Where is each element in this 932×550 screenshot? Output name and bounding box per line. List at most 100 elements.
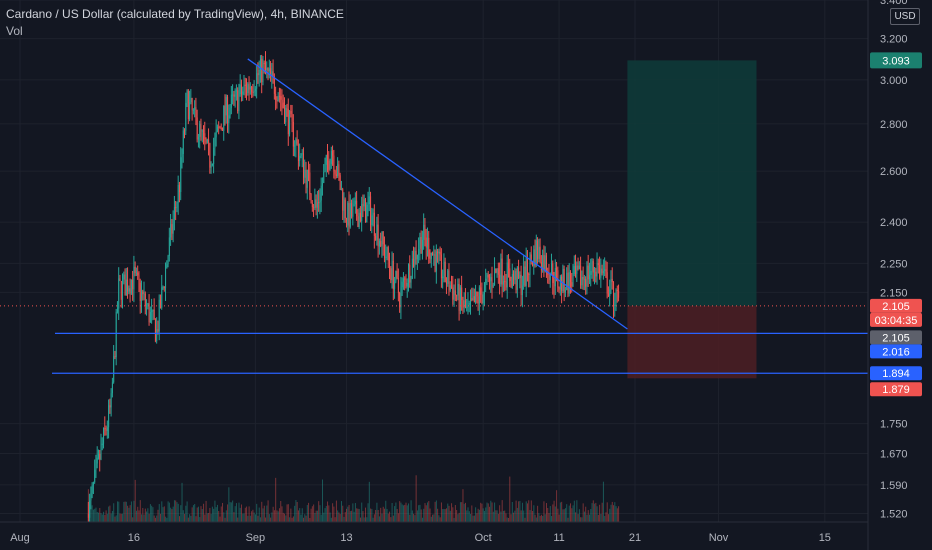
candle-body[interactable] (92, 482, 94, 486)
candle-body[interactable] (392, 260, 394, 289)
candle-body[interactable] (220, 127, 222, 129)
candle-body[interactable] (91, 485, 93, 494)
candle-body[interactable] (111, 382, 113, 394)
candle-body[interactable] (405, 278, 407, 287)
candle-body[interactable] (244, 84, 246, 86)
candle-body[interactable] (454, 290, 456, 296)
candle-body[interactable] (363, 199, 365, 207)
candle-body[interactable] (342, 189, 344, 211)
candle-body[interactable] (201, 130, 203, 132)
candle-body[interactable] (149, 311, 151, 323)
candle-body[interactable] (303, 153, 305, 178)
candle-body[interactable] (409, 264, 411, 283)
candle-body[interactable] (377, 224, 379, 247)
candle-body[interactable] (504, 281, 506, 283)
candle-body[interactable] (252, 91, 254, 93)
candle-body[interactable] (314, 199, 316, 208)
candle-body[interactable] (476, 291, 478, 297)
candle-body[interactable] (101, 443, 103, 445)
candle-body[interactable] (434, 254, 436, 272)
candle-body[interactable] (384, 244, 386, 258)
candle-body[interactable] (463, 300, 465, 308)
candle-body[interactable] (545, 255, 547, 273)
candle-body[interactable] (542, 255, 544, 271)
candle-body[interactable] (408, 264, 410, 283)
candle-body[interactable] (607, 293, 609, 296)
candle-body[interactable] (421, 239, 423, 254)
profit-zone[interactable] (627, 60, 757, 306)
candle-body[interactable] (280, 96, 282, 100)
candle-body[interactable] (105, 429, 107, 431)
candle-body[interactable] (423, 224, 425, 240)
candle-body[interactable] (291, 113, 293, 122)
candle-body[interactable] (185, 103, 187, 131)
candle-body[interactable] (200, 123, 202, 131)
candle-body[interactable] (176, 202, 178, 208)
candle-body[interactable] (344, 199, 346, 219)
candle-body[interactable] (563, 268, 565, 293)
candle-body[interactable] (306, 169, 308, 188)
candle-body[interactable] (356, 200, 358, 217)
candle-body[interactable] (308, 169, 310, 173)
candle-body[interactable] (282, 102, 284, 108)
candle-body[interactable] (318, 202, 320, 204)
candle-body[interactable] (295, 139, 297, 146)
candle-body[interactable] (289, 110, 291, 135)
candle-body[interactable] (396, 271, 398, 278)
candle-body[interactable] (468, 303, 470, 305)
candle-body[interactable] (95, 463, 97, 470)
candle-body[interactable] (96, 457, 98, 464)
candle-body[interactable] (594, 271, 596, 273)
candle-body[interactable] (125, 279, 127, 296)
candle-body[interactable] (89, 500, 91, 518)
candle-body[interactable] (234, 90, 236, 97)
candle-body[interactable] (367, 203, 369, 205)
candle-body[interactable] (606, 272, 608, 294)
candle-body[interactable] (449, 285, 451, 291)
candle-body[interactable] (124, 274, 126, 296)
candle-body[interactable] (523, 266, 525, 286)
candle-body[interactable] (415, 250, 417, 260)
candle-body[interactable] (256, 73, 258, 89)
candle-body[interactable] (534, 249, 536, 266)
candle-body[interactable] (329, 163, 331, 170)
candle-body[interactable] (172, 219, 174, 234)
candle-body[interactable] (613, 282, 615, 306)
candle-body[interactable] (247, 84, 249, 93)
candle-body[interactable] (530, 254, 532, 262)
candle-body[interactable] (251, 86, 253, 92)
candle-body[interactable] (442, 276, 444, 279)
candle-body[interactable] (276, 100, 278, 102)
candle-body[interactable] (618, 291, 620, 298)
candle-body[interactable] (399, 293, 401, 308)
candle-body[interactable] (218, 126, 220, 128)
candle-body[interactable] (327, 154, 329, 161)
candle-body[interactable] (600, 268, 602, 278)
candle-body[interactable] (332, 150, 334, 156)
candle-body[interactable] (296, 139, 298, 144)
candle-body[interactable] (119, 278, 121, 281)
candle-body[interactable] (378, 241, 380, 247)
candle-body[interactable] (372, 212, 374, 216)
candle-body[interactable] (615, 289, 617, 305)
candle-body[interactable] (361, 203, 363, 222)
candle-body[interactable] (444, 261, 446, 283)
candle-body[interactable] (533, 249, 535, 266)
candle-body[interactable] (391, 260, 393, 281)
candle-body[interactable] (165, 268, 167, 289)
candle-body[interactable] (271, 71, 273, 77)
candle-body[interactable] (414, 250, 416, 267)
candle-body[interactable] (589, 274, 591, 280)
candle-body[interactable] (573, 266, 575, 274)
candle-body[interactable] (238, 94, 240, 112)
candle-body[interactable] (348, 203, 350, 227)
candle-body[interactable] (592, 261, 594, 273)
candle-body[interactable] (581, 277, 583, 286)
candle-body[interactable] (339, 175, 341, 191)
candle-body[interactable] (482, 294, 484, 304)
candle-body[interactable] (591, 261, 593, 271)
candle-body[interactable] (473, 296, 475, 303)
candle-body[interactable] (192, 109, 194, 111)
candle-body[interactable] (100, 444, 102, 460)
